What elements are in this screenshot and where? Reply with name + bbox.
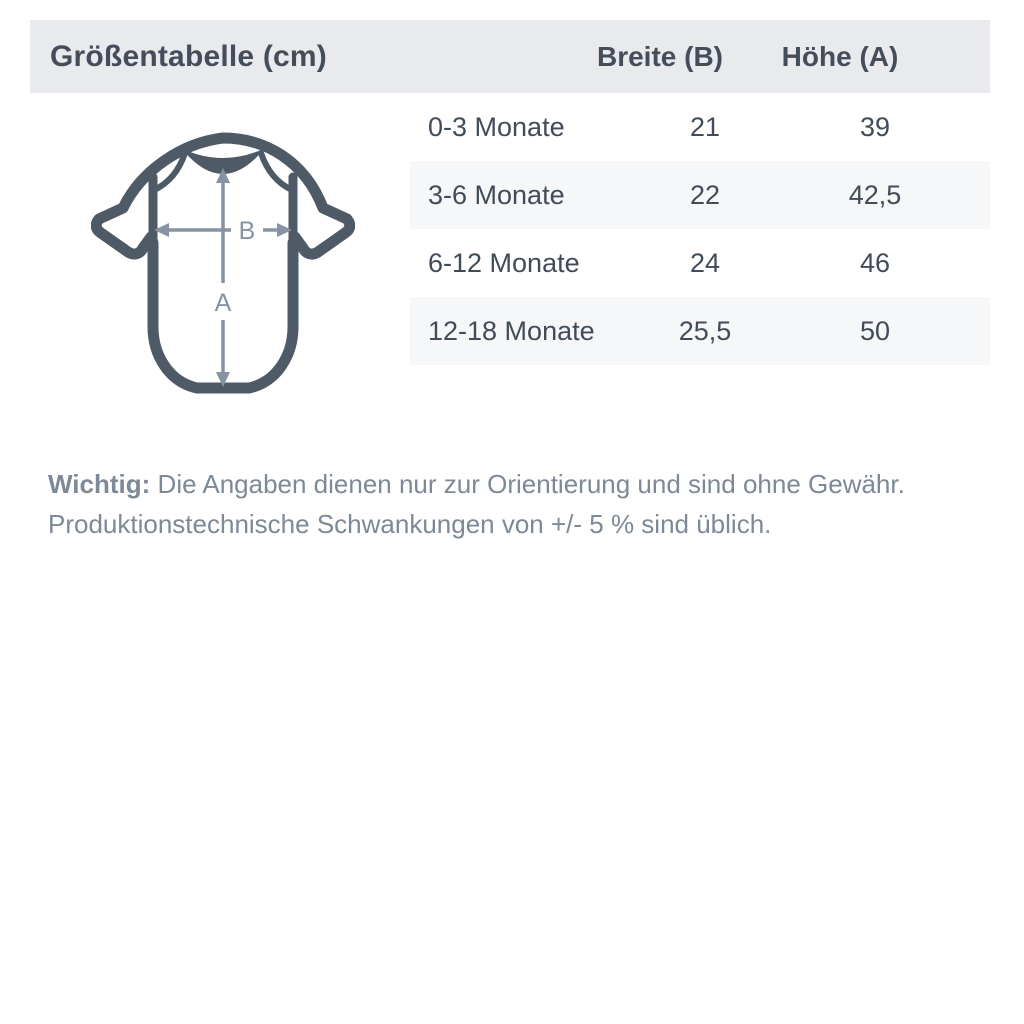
width-arrow <box>154 223 292 237</box>
size-chart-header: Größentabelle (cm) Breite (B) Höhe (A) <box>30 20 990 93</box>
height-value: 46 <box>859 247 891 278</box>
width-value: 21 <box>689 111 721 142</box>
disclaimer: Wichtig: Die Angaben dienen nur zur Orie… <box>48 464 998 544</box>
width-value: 24 <box>689 247 721 278</box>
table-row: 6-12 Monate 24 46 <box>410 229 990 297</box>
height-value: 50 <box>859 315 891 346</box>
table-row: 0-3 Monate 21 39 <box>410 93 990 161</box>
disclaimer-label: Wichtig: <box>48 469 151 499</box>
size-label: 3-6 Monate <box>428 179 565 210</box>
table-row: 3-6 Monate 22 42,5 <box>410 161 990 229</box>
page-title: Größentabelle (cm) <box>50 39 327 73</box>
width-value: 22 <box>689 179 721 210</box>
size-table: 0-3 Monate 21 39 3-6 Monate 22 42,5 6-12… <box>410 93 990 365</box>
size-label: 6-12 Monate <box>428 247 580 278</box>
disclaimer-line-1: Wichtig: Die Angaben dienen nur zur Orie… <box>48 464 998 504</box>
width-value: 25,5 <box>678 315 732 346</box>
baby-bodysuit-illustration: B A <box>91 131 355 399</box>
width-arrow-label: B <box>239 217 256 245</box>
lap-shoulder-left <box>151 150 188 193</box>
size-label: 0-3 Monate <box>428 111 565 142</box>
size-label: 12-18 Monate <box>428 315 595 346</box>
height-value: 39 <box>859 111 891 142</box>
disclaimer-text-1: Die Angaben dienen nur zur Orientierung … <box>157 469 905 499</box>
disclaimer-line-2: Produktionstechnische Schwankungen von +… <box>48 509 772 539</box>
column-header-height: Höhe (A) <box>781 40 899 72</box>
height-value: 42,5 <box>848 179 902 210</box>
height-arrow-label: A <box>215 289 232 317</box>
column-header-width: Breite (B) <box>596 40 723 72</box>
lap-shoulder-right <box>258 150 295 193</box>
baby-bodysuit-icon: B A <box>91 132 355 394</box>
table-row: 12-18 Monate 25,5 50 <box>410 297 990 365</box>
